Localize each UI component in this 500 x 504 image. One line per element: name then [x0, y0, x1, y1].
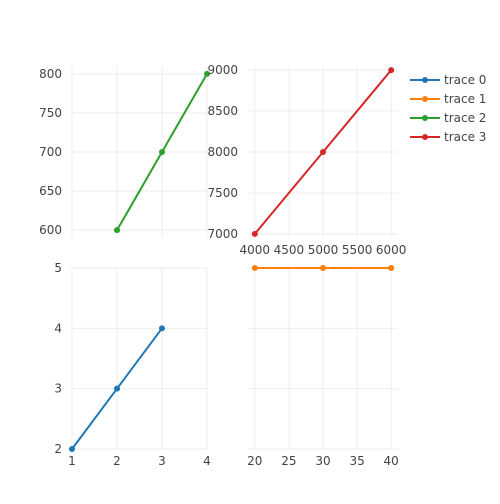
x-tick-label: 2	[113, 454, 121, 468]
data-point	[251, 265, 258, 271]
y-tick-label: 800	[39, 67, 62, 81]
legend-label: trace 1	[444, 92, 486, 106]
y-tick-label: 5	[54, 261, 62, 275]
legend-item[interactable]: trace 3	[410, 130, 486, 144]
y-tick-label: 7000	[207, 227, 238, 241]
data-point	[204, 70, 210, 77]
x-tick-label: 6000	[376, 243, 407, 257]
legend-item[interactable]: trace 2	[410, 111, 486, 125]
y-tick-label: 750	[39, 106, 62, 120]
data-point	[159, 325, 165, 332]
y-tick-label: 650	[39, 184, 62, 198]
subplot-top-right: 4000 4500 5000 5500 6000 7000 7500 8000 8500 9000	[207, 63, 406, 257]
data-point	[114, 227, 120, 234]
legend-item[interactable]: trace 1	[410, 92, 486, 106]
legend-marker-swatch	[422, 134, 428, 140]
x-tick-label: 25	[281, 454, 296, 468]
y-tick-label: 8500	[207, 104, 238, 118]
x-tick-label: 1	[68, 454, 76, 468]
data-point	[320, 265, 326, 271]
data-point	[251, 230, 258, 237]
x-tick-label: 5500	[342, 243, 373, 257]
subplot-top-left: 600 650 700 750 800	[39, 66, 210, 238]
y-tick-label: 600	[39, 223, 62, 237]
y-tick-label: 9000	[207, 63, 238, 77]
legend-item[interactable]: trace 0	[410, 73, 486, 87]
x-tick-label: 5000	[308, 243, 339, 257]
subplot-bottom-right: 20 25 30 35 40	[247, 265, 399, 468]
x-tick-label: 4	[203, 454, 211, 468]
legend-marker-swatch	[422, 77, 428, 83]
y-tick-label: 2	[54, 442, 62, 456]
data-point	[69, 446, 75, 452]
x-tick-label: 30	[315, 454, 330, 468]
legend-marker-swatch	[422, 115, 428, 121]
data-point	[388, 67, 395, 74]
data-point	[320, 149, 326, 155]
y-tick-label: 3	[54, 382, 62, 396]
y-tick-label: 4	[54, 321, 62, 335]
x-tick-label: 3	[158, 454, 166, 468]
x-tick-label: 4500	[274, 243, 305, 257]
legend-marker-swatch	[422, 96, 428, 102]
data-point	[159, 149, 165, 155]
x-tick-label: 35	[349, 454, 364, 468]
legend: trace 0 trace 1 trace 2 trace 3	[410, 73, 486, 144]
x-tick-label: 20	[247, 454, 262, 468]
legend-label: trace 3	[444, 130, 486, 144]
legend-label: trace 0	[444, 73, 486, 87]
y-tick-label: 8000	[207, 145, 238, 159]
x-tick-label: 4000	[240, 243, 271, 257]
y-tick-label: 7500	[207, 186, 238, 200]
y-tick-label: 700	[39, 145, 62, 159]
data-point	[388, 265, 395, 271]
legend-label: trace 2	[444, 111, 486, 125]
data-point	[114, 385, 120, 392]
x-tick-label: 40	[384, 454, 399, 468]
